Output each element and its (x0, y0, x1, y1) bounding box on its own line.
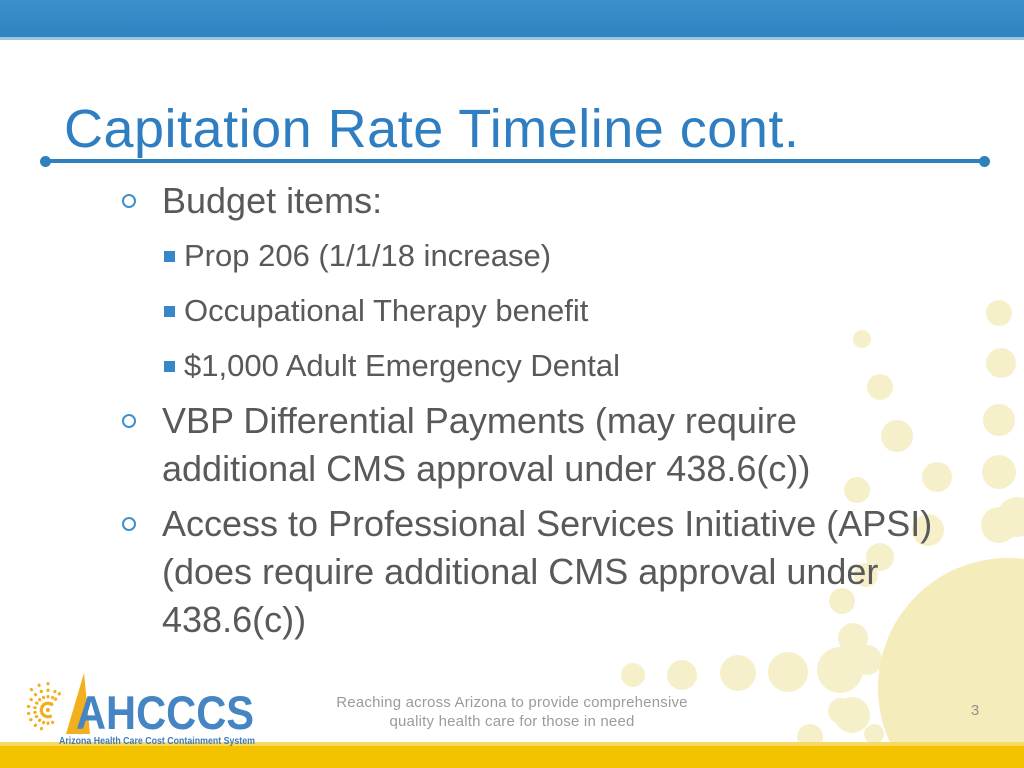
footer-tagline-line1: Reaching across Arizona to provide compr… (336, 694, 688, 711)
logo-tagline: Arizona Health Care Cost Containment Sys… (59, 735, 255, 747)
title-underline (40, 155, 990, 167)
bullet-text: (does require additional CMS approval un… (162, 551, 879, 592)
bullet-text: Occupational Therapy benefit (184, 293, 589, 328)
bullet-text: $1,000 Adult Emergency Dental (184, 348, 620, 383)
top-accent-bar (0, 0, 1024, 40)
bullet-item: VBP Differential Payments (may require a… (0, 397, 1010, 493)
page-number: 3 (970, 702, 980, 719)
bullet-item: Prop 206 (1/1/18 increase) (0, 232, 1010, 280)
circle-bullet-icon (122, 517, 136, 531)
square-bullet-icon (164, 251, 175, 262)
circle-bullet-icon (122, 194, 136, 208)
footer-tagline-line2: quality health care for those in need (389, 713, 635, 730)
bullet-item: Occupational Therapy benefit (0, 287, 1010, 335)
sunburst-wedge (66, 673, 90, 734)
slide-body: Budget items: Prop 206 (1/1/18 increase)… (0, 177, 1010, 644)
bullet-item: Access to Professional Services Initiati… (0, 500, 1010, 644)
bullet-item: $1,000 Adult Emergency Dental (0, 342, 1010, 390)
square-bullet-icon (164, 306, 175, 317)
footer-tagline: Reaching across Arizona to provide compr… (282, 693, 742, 731)
ahcccs-logo: AHCCCS Arizona Health Care Cost Containm… (26, 673, 255, 747)
square-bullet-icon (164, 361, 175, 372)
circle-bullet-icon (122, 414, 136, 428)
logo-wordmark: AHCCCS (76, 686, 254, 739)
bullet-text: Prop 206 (1/1/18 increase) (184, 238, 552, 273)
sunburst-icon (26, 681, 64, 732)
bullet-text: additional CMS approval under 438.6(c)) (162, 448, 811, 489)
bullet-text: Budget items: (162, 180, 383, 221)
bullet-text: 438.6(c)) (162, 599, 307, 640)
bullet-text: Access to Professional Services Initiati… (162, 503, 933, 544)
bullet-item: Budget items: (0, 177, 1010, 225)
bullet-text: VBP Differential Payments (may require (162, 400, 797, 441)
bottom-accent-bar (0, 742, 1024, 768)
slide-title: Capitation Rate Timeline cont. (64, 99, 800, 159)
